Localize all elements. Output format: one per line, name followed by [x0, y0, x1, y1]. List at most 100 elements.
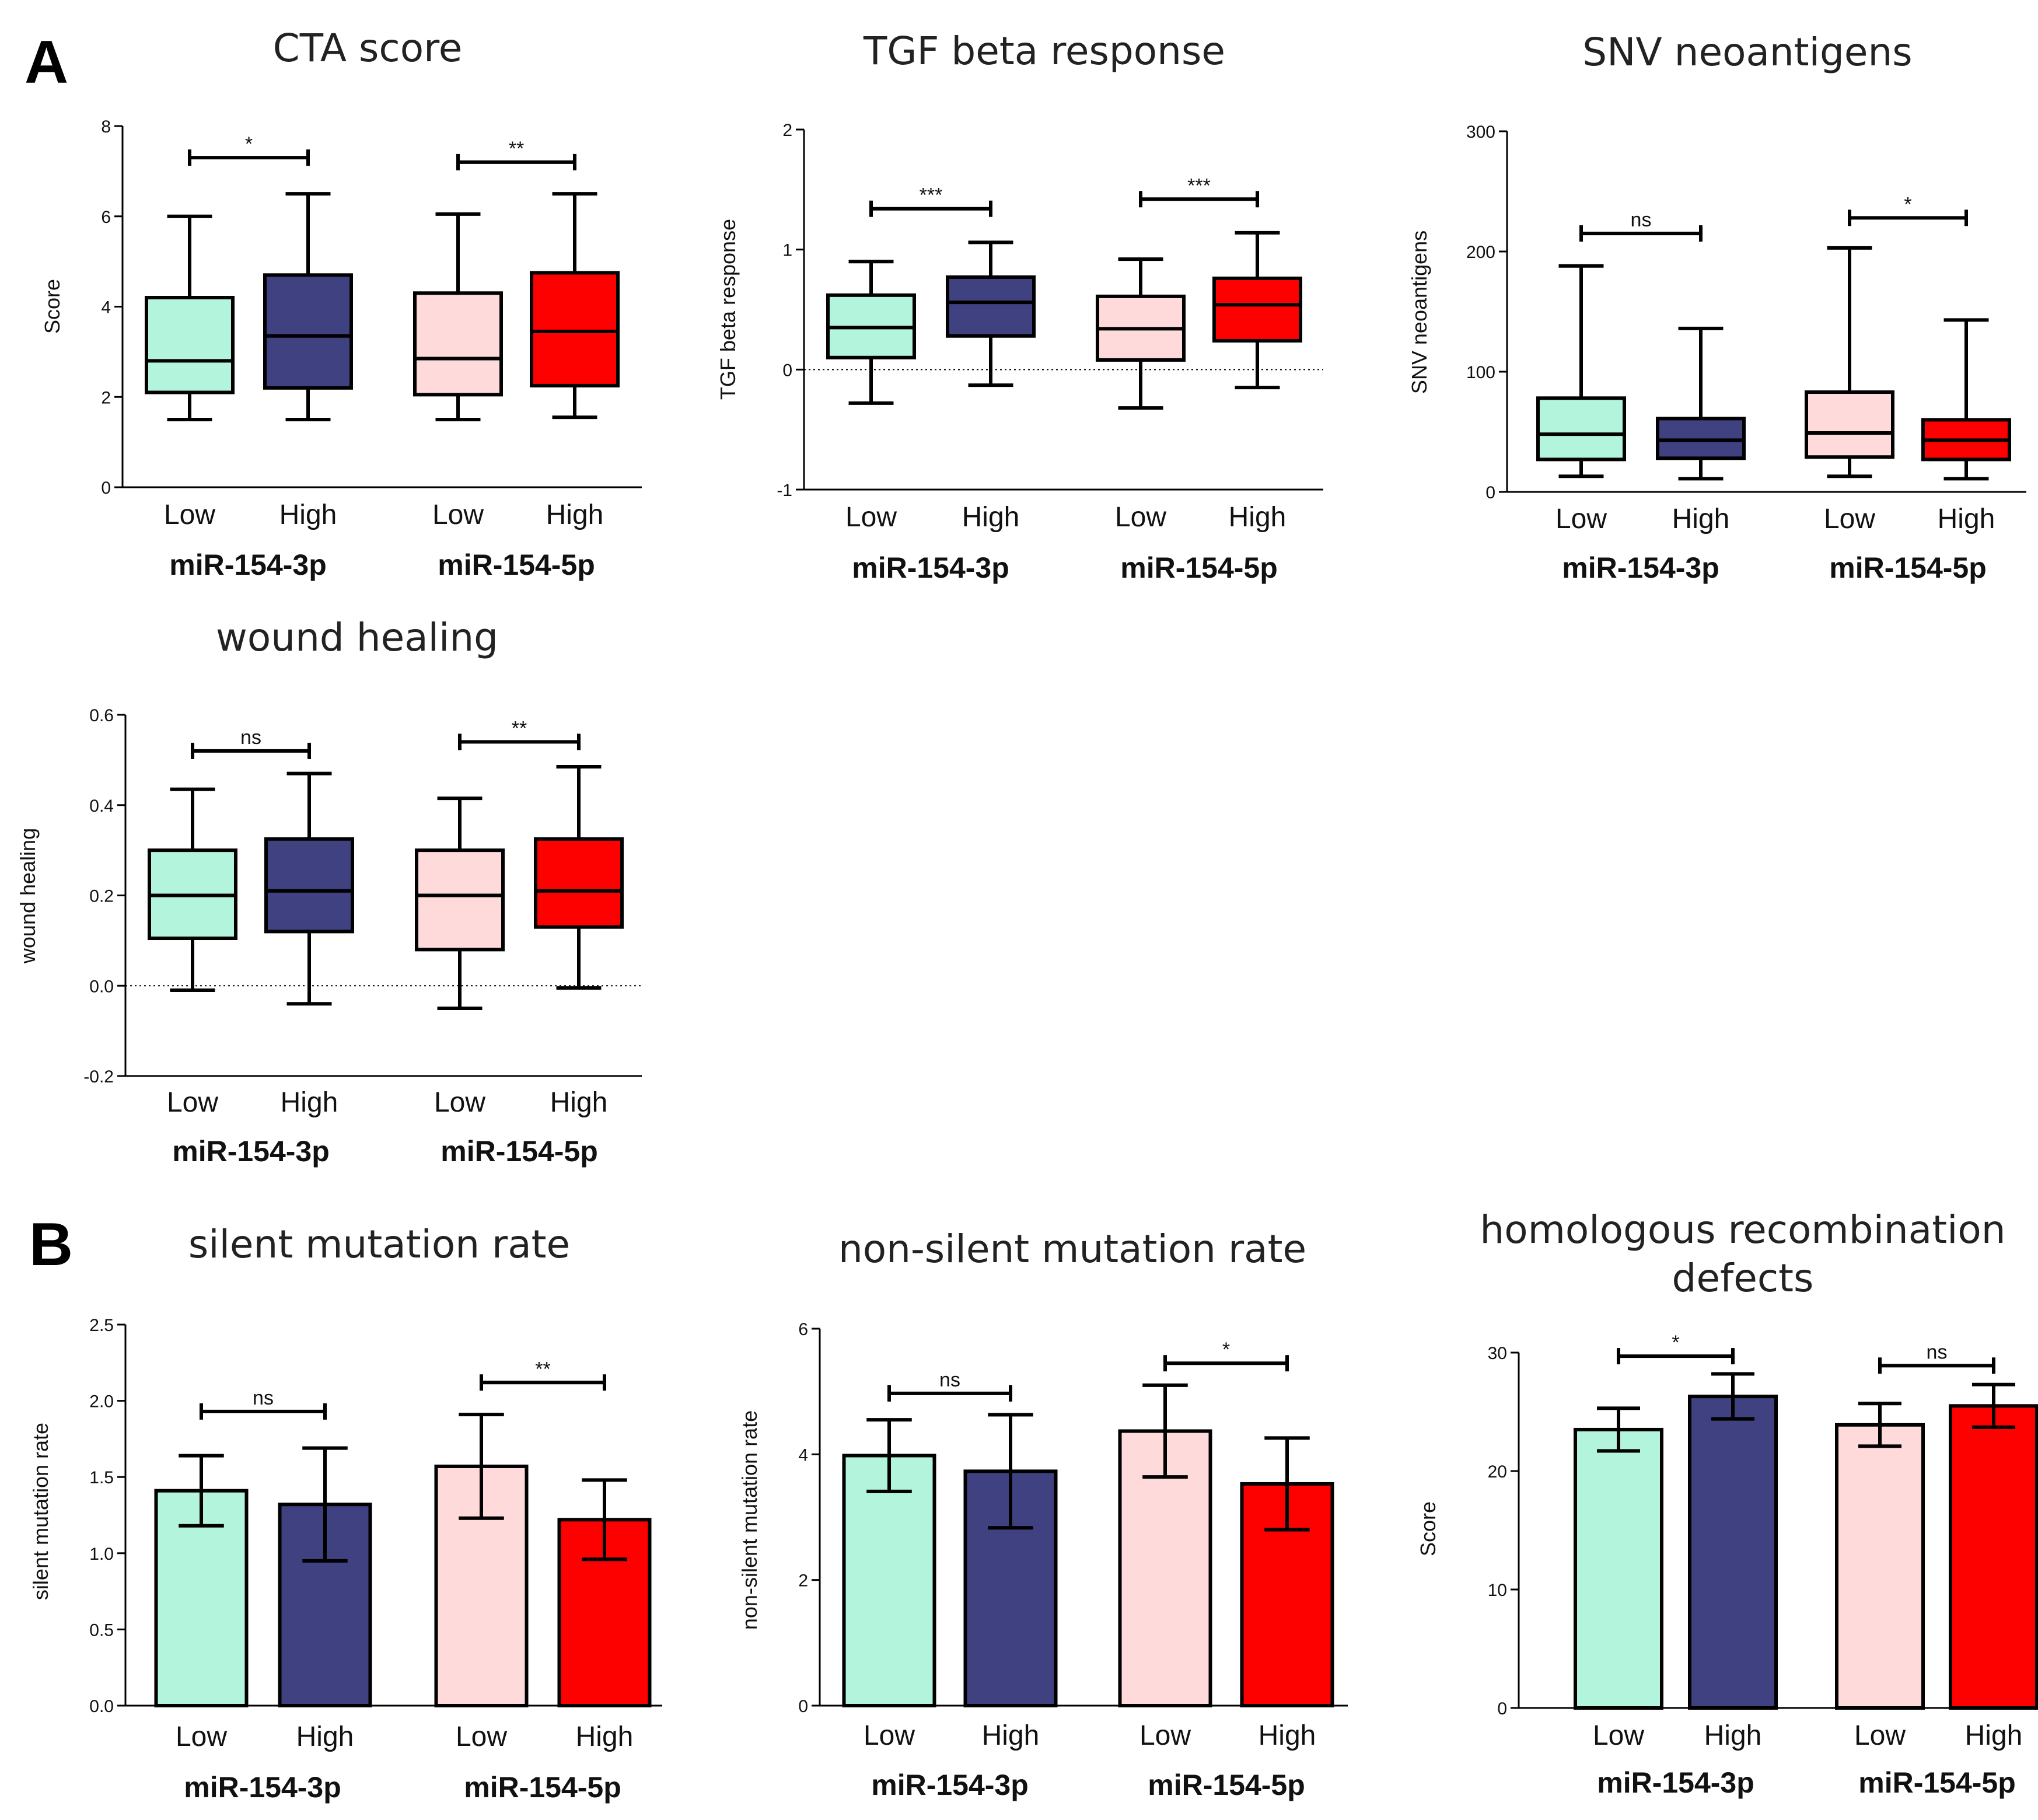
y-tick-label: 0	[101, 478, 111, 498]
significance-bracket: **	[480, 1358, 606, 1391]
significance-bracket: *	[188, 133, 310, 166]
y-tick-label: 2	[101, 388, 111, 407]
chart-title: CTA score	[273, 26, 463, 71]
x-category-label: High	[279, 499, 337, 530]
significance-label: *	[245, 133, 253, 155]
box-iqr	[415, 848, 505, 952]
box-0	[145, 214, 235, 421]
x-category-label: High	[576, 1721, 634, 1752]
bar-0	[842, 1418, 936, 1707]
y-tick-label: 0	[782, 361, 792, 380]
box-0	[826, 260, 916, 405]
y-tick-label: 6	[101, 208, 111, 227]
y-tick-label: 2.0	[89, 1392, 114, 1412]
box-2	[1096, 257, 1186, 410]
y-tick-label: 0.0	[89, 1697, 114, 1716]
x-category-label: High	[550, 1087, 608, 1118]
y-tick-label: -0.2	[83, 1067, 114, 1087]
chart-1: TGF beta response TGF beta response -1 0 1 2 *…	[716, 29, 1323, 584]
bar-rect	[434, 1464, 529, 1708]
x-category-label: Low	[432, 499, 484, 530]
chart-title: non-silent mutation rate	[838, 1227, 1306, 1271]
significance-label: **	[509, 138, 524, 160]
x-category-label: Low	[167, 1087, 218, 1118]
bar-rect	[842, 1454, 936, 1707]
x-category-label: High	[1938, 504, 1995, 535]
significance-bracket: *	[1848, 193, 1968, 226]
y-tick-label: 0.4	[89, 797, 114, 816]
box-2	[413, 212, 503, 421]
x-category-label: Low	[164, 499, 215, 530]
significance-label: *	[1904, 193, 1911, 215]
y-axis-label: SNV neoantigens	[1407, 230, 1431, 394]
significance-bracket: ns	[200, 1387, 327, 1420]
y-tick-label: 0.6	[89, 706, 114, 725]
x-category-label: Low	[1139, 1720, 1191, 1751]
x-category-label: Low	[1593, 1720, 1644, 1751]
significance-label: ns	[939, 1369, 960, 1391]
box-iqr	[1212, 277, 1302, 343]
y-tick-label: 1.5	[89, 1468, 114, 1487]
box-iqr	[946, 275, 1036, 338]
box-1	[946, 240, 1036, 387]
chart-title: SNV neoantigens	[1582, 30, 1912, 75]
significance-bracket: *	[1163, 1339, 1289, 1372]
significance-bracket: ns	[191, 726, 311, 759]
chart-2: SNV neoantigens SNV neoantigens 0 100 200 300…	[1407, 30, 2026, 584]
x-category-label: Low	[456, 1721, 507, 1752]
x-category-label: High	[1965, 1720, 2023, 1751]
significance-bracket: ns	[1579, 209, 1703, 242]
x-category-label: High	[1229, 502, 1287, 533]
y-axis-label: Score	[40, 279, 64, 334]
bar-rect	[1949, 1404, 2038, 1710]
y-tick-label: 0	[1497, 1699, 1507, 1718]
box-iqr	[264, 837, 354, 934]
box-iqr	[413, 291, 503, 397]
y-axis-label: silent mutation rate	[29, 1423, 53, 1600]
box-3	[1212, 230, 1302, 390]
x-category-label: Low	[1555, 504, 1607, 535]
x-category-label: Low	[1854, 1720, 1906, 1751]
significance-label: ns	[240, 726, 261, 749]
significance-label: *	[1222, 1339, 1230, 1361]
box-3	[534, 764, 624, 990]
x-category-label: Low	[1824, 504, 1875, 535]
box-1	[264, 771, 354, 1006]
significance-bracket: ns	[887, 1369, 1012, 1402]
box-0	[1536, 264, 1626, 478]
x-group-label: miR-154-3p	[852, 551, 1009, 584]
bar-0	[1574, 1406, 1663, 1710]
y-tick-label: 0	[1485, 483, 1495, 502]
x-category-label: Low	[864, 1720, 915, 1751]
box-2	[1805, 246, 1894, 478]
y-tick-label: 8	[101, 117, 111, 137]
y-tick-label: 0.5	[89, 1620, 114, 1640]
x-category-label: High	[281, 1087, 338, 1118]
y-tick-label: 30	[1488, 1344, 1507, 1363]
y-axis-label: wound healing	[16, 828, 40, 964]
x-category-label: Low	[1115, 502, 1166, 533]
y-tick-label: 0.0	[89, 977, 114, 996]
chart-5: non-silent mutation rate non-silent mutat…	[737, 1227, 1348, 1801]
box-iqr	[1805, 390, 1894, 459]
bar-1	[278, 1446, 372, 1708]
y-tick-label: 2	[782, 121, 792, 140]
y-tick-label: 2.5	[89, 1316, 114, 1335]
significance-label: **	[512, 717, 527, 739]
x-group-label: miR-154-3p	[169, 549, 327, 581]
x-category-label: Low	[845, 502, 897, 533]
significance-label: ns	[253, 1387, 274, 1409]
x-category-label: High	[1259, 1720, 1316, 1751]
box-iqr	[263, 273, 353, 390]
significance-label: ns	[1927, 1341, 1948, 1363]
box-iqr	[1656, 417, 1746, 460]
chart-3: wound healing wound healing -0.2 0.0 0.2 0.4 0…	[16, 615, 642, 1168]
significance-bracket: *	[1617, 1332, 1735, 1365]
x-category-label: High	[962, 502, 1020, 533]
y-axis-label: Score	[1416, 1501, 1440, 1556]
x-category-label: Low	[176, 1721, 227, 1752]
chart-4: silent mutation rate silent mutation rate…	[29, 1222, 662, 1804]
x-group-label: miR-154-5p	[1858, 1766, 2016, 1799]
